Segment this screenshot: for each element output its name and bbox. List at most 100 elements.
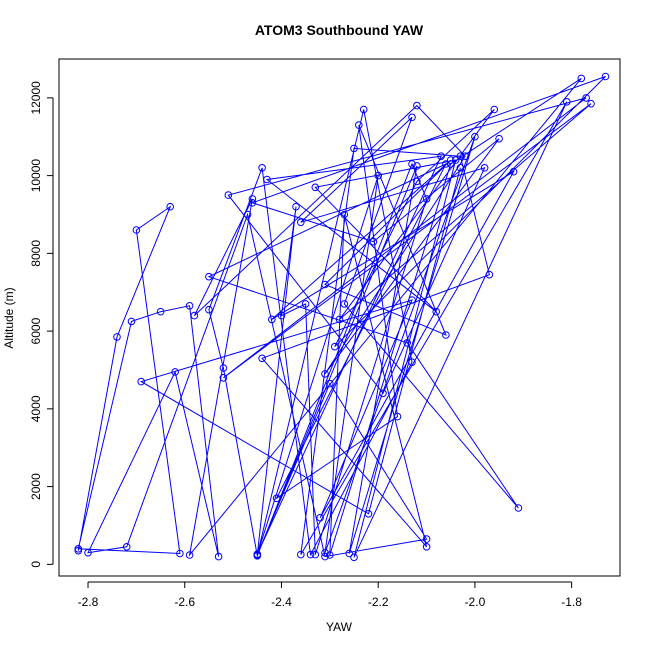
data-point (113, 333, 121, 341)
data-point (345, 549, 354, 558)
data-point (137, 377, 145, 386)
y-tick-label: 0 (29, 561, 43, 568)
data-point (306, 550, 315, 559)
x-tick-label: -2.0 (465, 595, 486, 609)
data-point (263, 175, 271, 184)
data-point (422, 195, 431, 203)
data-point (272, 494, 281, 503)
x-tick-label: -2.8 (78, 595, 99, 609)
data-point (490, 105, 499, 114)
data-point (601, 72, 610, 81)
data-layer (74, 72, 610, 562)
data-point (268, 315, 276, 324)
data-point (205, 305, 213, 314)
data-point (248, 195, 257, 203)
data-point (456, 152, 465, 160)
data-point (340, 300, 349, 308)
data-point (321, 370, 329, 378)
y-tick-label: 12000 (29, 81, 43, 115)
data-point (219, 374, 228, 382)
data-point (432, 307, 441, 316)
data-point (74, 545, 83, 553)
data-point (471, 132, 479, 141)
data-point (190, 311, 199, 320)
data-point (587, 99, 595, 108)
data-point (495, 134, 503, 143)
series-line (77, 76, 606, 558)
data-point (355, 121, 363, 129)
y-tick-label: 6000 (29, 317, 43, 344)
data-point (514, 504, 523, 512)
data-point (437, 152, 445, 160)
data-point (301, 300, 310, 308)
data-point (326, 379, 334, 388)
data-point (485, 270, 494, 279)
data-point (185, 551, 194, 559)
data-point (224, 191, 233, 199)
data-point (379, 389, 387, 398)
data-point (422, 543, 431, 551)
data-point (413, 101, 421, 110)
data-point (369, 237, 378, 246)
data-point (442, 160, 450, 168)
data-point (166, 202, 174, 211)
data-point (326, 551, 334, 559)
data-point (321, 552, 329, 561)
data-point (214, 552, 223, 561)
data-point (74, 546, 83, 555)
y-tick-label: 8000 (29, 240, 43, 267)
data-point (292, 202, 300, 211)
data-point (311, 183, 320, 192)
data-point (451, 156, 460, 164)
data-point (297, 218, 305, 227)
plot-frame (58, 58, 621, 577)
data-point (132, 226, 141, 234)
data-point (277, 311, 286, 320)
data-point (446, 156, 455, 164)
data-point (403, 339, 412, 347)
data-point (330, 342, 339, 351)
data-point (408, 160, 416, 168)
chart-title: ATOM3 Southbound YAW (255, 22, 424, 38)
x-tick-label: -2.6 (174, 595, 195, 609)
data-point (176, 549, 184, 558)
data-point (461, 152, 470, 160)
y-axis-label: Altitude (m) (2, 287, 16, 348)
data-point (156, 307, 165, 316)
data-point (258, 354, 266, 363)
data-point (321, 280, 329, 289)
x-axis-label: YAW (326, 620, 353, 634)
data-point (185, 302, 194, 310)
x-tick-label: -2.4 (271, 595, 292, 609)
data-point (563, 98, 571, 106)
data-point (374, 171, 383, 180)
axes-layer: -2.8 -2.6 -2.4 -2.2 -2.0 -1.8 0 2000 4000 6000 800… (29, 81, 582, 609)
data-point (321, 548, 329, 557)
data-point (171, 368, 179, 376)
y-tick-label: 2000 (29, 473, 43, 500)
data-point (248, 199, 257, 207)
data-point (446, 160, 455, 168)
data-point (408, 113, 416, 122)
data-point (127, 317, 136, 326)
data-point (509, 167, 518, 176)
data-point (413, 177, 421, 186)
data-point (350, 144, 358, 153)
data-point (480, 164, 489, 172)
data-point (258, 164, 266, 172)
data-point (243, 210, 252, 219)
y-tick-label: 10000 (29, 159, 43, 193)
data-point (364, 510, 373, 518)
data-point (335, 315, 344, 324)
data-point (442, 331, 450, 339)
data-point (456, 164, 465, 172)
data-point (316, 513, 325, 522)
data-point (408, 358, 416, 367)
data-point (350, 553, 358, 562)
data-point (122, 543, 131, 551)
data-point (219, 364, 228, 372)
data-point (577, 74, 586, 83)
data-point (359, 105, 368, 114)
